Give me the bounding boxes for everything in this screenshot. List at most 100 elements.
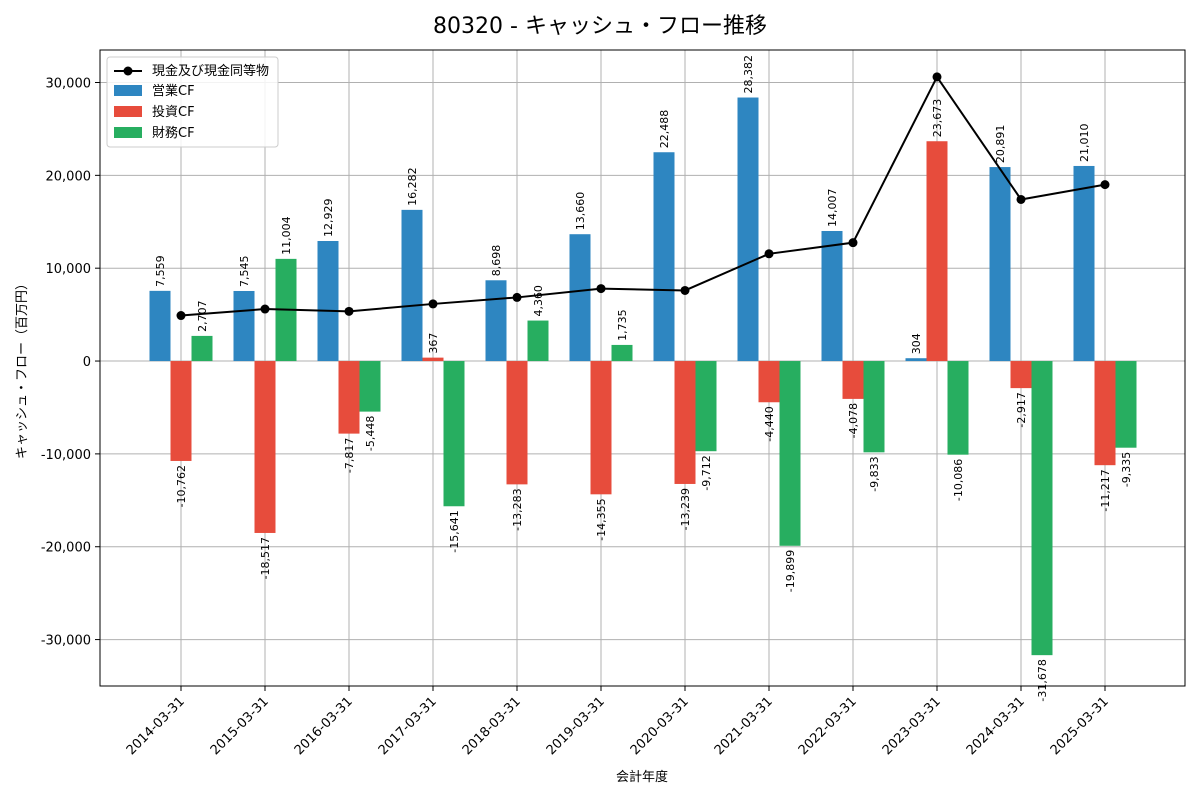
x-tick-label: 2025-03-31 [1048,694,1112,758]
cash-line-marker [764,249,774,259]
bar-investing [170,361,192,461]
bar-data-label: -4,440 [763,406,776,441]
legend-swatch-financing [114,127,142,138]
bar-data-label: -31,678 [1036,659,1049,701]
bar-data-label: 11,004 [280,216,293,255]
bar-operating [1073,165,1095,362]
bar-data-label: 367 [427,333,440,354]
y-tick-label: 10,000 [46,262,92,277]
bar-financing [1031,361,1053,656]
bar-operating [149,290,171,362]
x-tick-label: 2023-03-31 [880,694,944,758]
bar-data-label: -9,833 [868,456,881,491]
y-tick-label: -10,000 [41,448,91,463]
y-tick-label: -20,000 [41,541,91,556]
cash-line-marker [260,304,270,314]
legend-swatch-operating [114,85,142,96]
legend-box [106,56,279,148]
bar-operating [569,234,591,362]
bar-data-label: -19,899 [784,550,797,592]
bar-data-label: -9,335 [1120,452,1133,487]
bar-operating [401,209,423,362]
x-tick-label: 2017-03-31 [376,694,440,758]
x-tick-label: 2014-03-31 [124,694,188,758]
bar-operating [905,358,927,362]
bar-data-label: 13,660 [574,192,587,231]
bar-investing [506,361,528,485]
bar-operating [653,152,675,362]
bar-data-label: -9,712 [700,455,713,490]
bar-data-label: 304 [910,333,923,354]
bar-data-label: -10,762 [175,465,188,507]
bar-financing [947,361,969,455]
bar-operating [485,280,507,362]
bar-investing [1010,361,1032,389]
y-tick-label: 0 [83,355,91,370]
bar-data-label: -11,217 [1099,469,1112,511]
legend-label-financing: 財務CF [152,126,195,141]
cash-line-marker [848,238,858,248]
bar-layer [149,97,1137,656]
bar-data-label: 4,360 [532,285,545,317]
bar-operating [317,240,339,362]
bar-operating [821,230,843,362]
x-tick-label: 2022-03-31 [796,694,860,758]
cash-line-marker [680,285,690,295]
bar-data-label: 22,488 [658,110,671,149]
legend-label-cash: 現金及び現金同等物 [152,63,269,79]
legend: 現金及び現金同等物 営業CF 投資CF 財務CF [106,56,279,148]
cash-line-marker [1016,194,1026,204]
bar-data-label: 14,007 [826,188,839,227]
cash-line-marker [512,292,522,302]
bar-data-label: 23,673 [931,99,944,138]
bar-financing [191,335,213,362]
legend-swatch-investing [114,106,142,117]
plot-frame [99,49,1186,687]
bar-financing [695,361,717,452]
bar-investing [674,361,696,484]
bar-financing [443,361,465,507]
label-layer: 7,559 7,545 12,929 16,282 8,698 13,660 22,488 2… [154,55,1133,702]
bar-data-label: -13,283 [511,488,524,530]
x-tick-label: 2024-03-31 [964,694,1028,758]
bar-data-label: 28,382 [742,55,755,94]
bar-data-label: -15,641 [448,510,461,552]
bar-data-label: 7,559 [154,255,167,287]
bar-data-label: -7,817 [343,438,356,473]
y-tick-label: 30,000 [46,76,92,91]
x-tick-label: 2019-03-31 [544,694,608,758]
cash-line-marker [344,306,354,316]
legend-label-operating: 営業CF [152,83,195,99]
cash-line-marker [932,72,942,82]
bar-data-label: 21,010 [1078,123,1091,162]
bar-financing [611,344,633,362]
bar-operating [233,290,255,362]
cash-line-marker [1100,180,1110,190]
chart-title: 80320 - キャッシュ・フロー推移 [433,14,767,39]
bar-data-label: 16,282 [406,167,419,206]
bar-data-label: 8,698 [490,245,503,277]
y-tick-label: -30,000 [41,634,91,649]
bar-financing [1115,361,1137,448]
x-tick-label: 2020-03-31 [628,694,692,758]
y-tick-label: 20,000 [46,169,92,184]
bar-investing [590,361,612,495]
bar-data-label: -2,917 [1015,392,1028,427]
bar-financing [359,361,381,412]
cash-line [180,74,1106,317]
y-axis-label: キャッシュ・フロー（百万円） [15,277,30,459]
bar-investing [758,361,780,403]
x-tick-label: 2016-03-31 [292,694,356,758]
bar-investing [1094,361,1116,466]
bar-data-label: 12,929 [322,198,335,237]
bar-financing [863,361,885,453]
bar-data-label: -4,078 [847,403,860,438]
bar-financing [527,320,549,362]
cash-line-marker [428,299,438,309]
bar-investing [926,141,948,362]
bar-data-label: 1,735 [616,309,629,341]
cash-line-marker [176,311,186,321]
bar-data-label: -18,517 [259,537,272,579]
bar-data-label: 2,707 [196,300,209,332]
